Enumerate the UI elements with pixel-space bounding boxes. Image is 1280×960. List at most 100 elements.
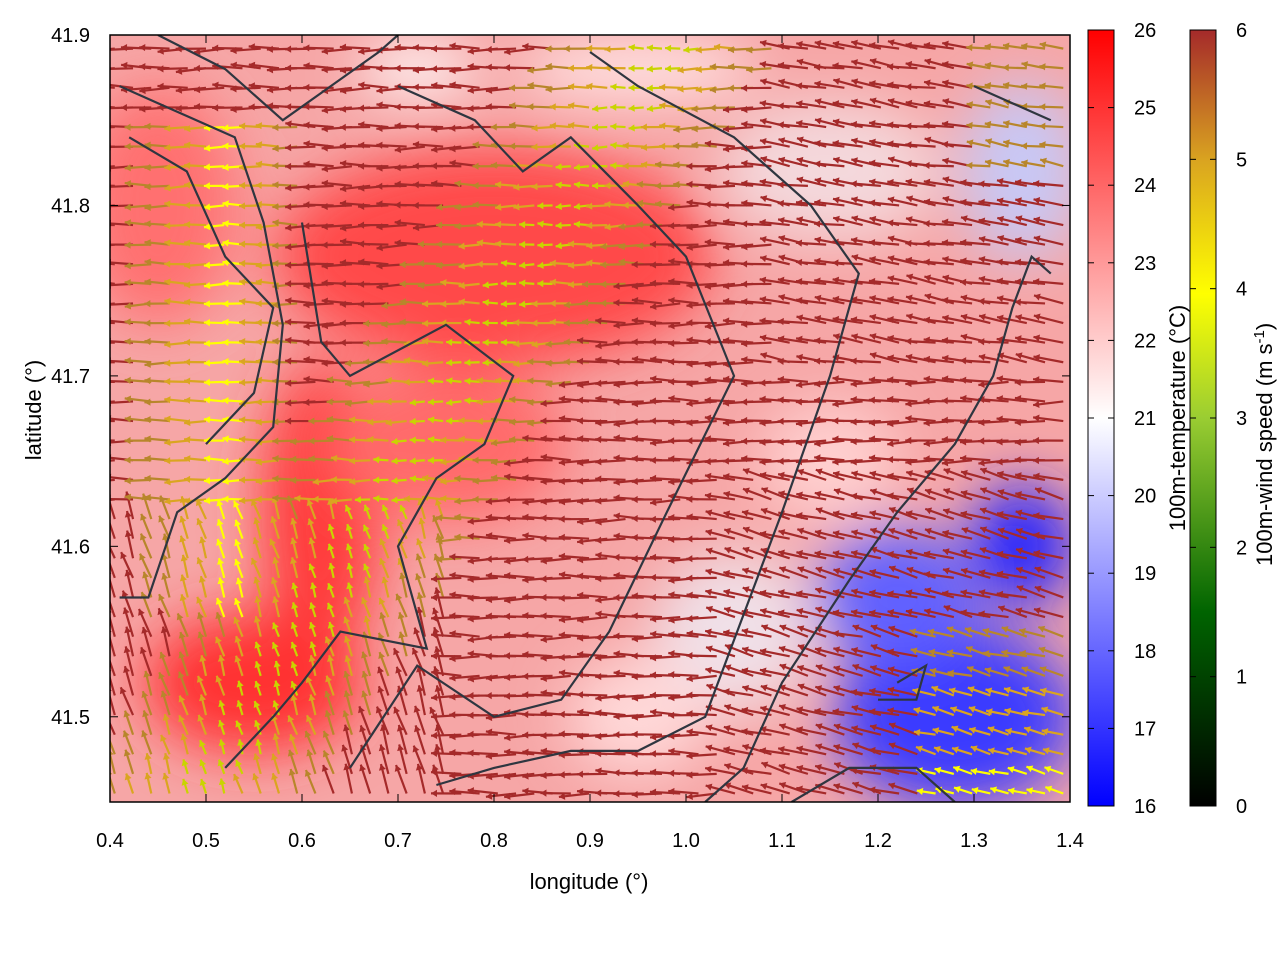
wind-vector-head (704, 457, 711, 466)
wind-vector-head (686, 360, 693, 368)
wind-vector-head (1039, 122, 1046, 130)
wind-vector-head (727, 46, 735, 54)
wind-vector-head (464, 358, 471, 367)
wind-vector-head (925, 488, 932, 496)
wind-vector-head (983, 650, 990, 658)
wind-vector-head (704, 140, 712, 148)
wind-vector-field (85, 39, 1064, 801)
wind-vector-head (985, 99, 993, 107)
wind-vector-head (175, 67, 183, 75)
wind-vector-head (472, 456, 479, 464)
wind-vector-head (777, 375, 785, 384)
wind-vector-head (85, 221, 91, 228)
wind-vector-head (396, 724, 404, 732)
wind-vector-head (797, 468, 805, 476)
wind-vector-head (870, 644, 878, 651)
wind-vector-head (367, 398, 374, 406)
wind-vector-head (924, 608, 931, 616)
wind-vector-head (509, 121, 516, 129)
wind-vector-head (255, 278, 263, 286)
wind-vector-head (966, 61, 974, 69)
wind-vector-head (631, 612, 638, 620)
wind-vector-head (178, 632, 186, 639)
wind-vector-head (654, 182, 661, 190)
wind-vector-head (996, 590, 1004, 598)
wind-vector-head (760, 39, 767, 47)
wind-vector-head (485, 633, 492, 642)
wind-vector-head (923, 41, 931, 49)
wind-vector-head (1014, 178, 1022, 187)
wind-vector-head (741, 243, 748, 251)
wind-vector-head (851, 78, 859, 86)
wind-vector-head (851, 647, 859, 655)
wind-vector-head (850, 120, 858, 129)
wind-vector-head (631, 673, 638, 681)
wind-vector-head (1033, 216, 1041, 224)
wind-vector-head (979, 313, 986, 321)
wind-vector-head (222, 300, 229, 308)
wind-vector-head (164, 124, 171, 132)
wind-vector-head (290, 476, 297, 484)
wind-vector-head (628, 104, 635, 112)
wind-vector-head (458, 242, 465, 250)
wind-vector-head (527, 377, 534, 385)
wind-vector-head (622, 180, 630, 188)
wind-vector-head (285, 224, 292, 232)
wind-vector-head (1033, 354, 1041, 362)
wind-vector-head (537, 202, 544, 210)
wind-vector-head (1008, 787, 1015, 795)
wind-vector-head (485, 752, 493, 760)
wind-vector-head (85, 418, 91, 425)
wind-vector-head (324, 690, 332, 698)
wind-vector-head (345, 543, 353, 551)
wind-vector-head (1022, 686, 1030, 694)
wind-vector-head (946, 626, 954, 634)
wind-vector-head (513, 203, 520, 211)
wind-vector-head (255, 160, 263, 168)
wind-vector-head (1014, 395, 1022, 403)
colorbar-tick-label: 17 (1134, 718, 1156, 740)
wind-vector-head (668, 478, 675, 486)
wind-vector-head (923, 198, 931, 206)
wind-vector-head (196, 612, 204, 620)
wind-vector-head (485, 728, 493, 736)
wind-vector-head (686, 319, 693, 327)
wind-vector-head (361, 651, 368, 659)
wind-vector-head (522, 731, 529, 739)
wind-vector-head (540, 709, 547, 717)
wind-vector-head (705, 765, 712, 773)
wind-vector-head (833, 665, 841, 673)
wind-vector-head (124, 219, 132, 227)
wind-vector-head (184, 161, 191, 170)
wind-vector-head (628, 64, 635, 72)
wind-vector-head (777, 102, 784, 110)
wind-vector-head (545, 359, 552, 367)
wind-vector-head (394, 122, 401, 130)
wind-vector-head (868, 199, 876, 207)
wind-vector-head (504, 572, 511, 580)
wind-vector-head (253, 616, 261, 623)
wind-vector-head (586, 63, 593, 72)
wind-vector-head (759, 236, 767, 244)
wind-vector-head (923, 100, 931, 108)
wind-vector-head (870, 488, 878, 496)
wind-vector-head (431, 65, 438, 73)
wind-vector-head (222, 397, 229, 405)
x-tick-label: 0.5 (192, 830, 220, 852)
wind-vector-head (321, 106, 329, 114)
wind-vector-head (164, 144, 171, 152)
wind-vector-head (255, 495, 262, 503)
wind-vector-head (833, 333, 840, 341)
wind-vector-head (308, 417, 315, 425)
wind-vector-head (978, 569, 986, 577)
wind-vector-head (613, 282, 620, 290)
wind-vector-head (814, 98, 822, 106)
wind-vector-head (234, 559, 241, 566)
wind-vector-head (255, 739, 263, 746)
wind-vector-head (303, 398, 310, 406)
wind-vector-head (1014, 456, 1021, 464)
wind-vector-head (960, 609, 967, 617)
y-tick-label: 41.7 (51, 366, 90, 388)
wind-vector-head (832, 417, 839, 425)
wind-vector-head (722, 145, 730, 153)
